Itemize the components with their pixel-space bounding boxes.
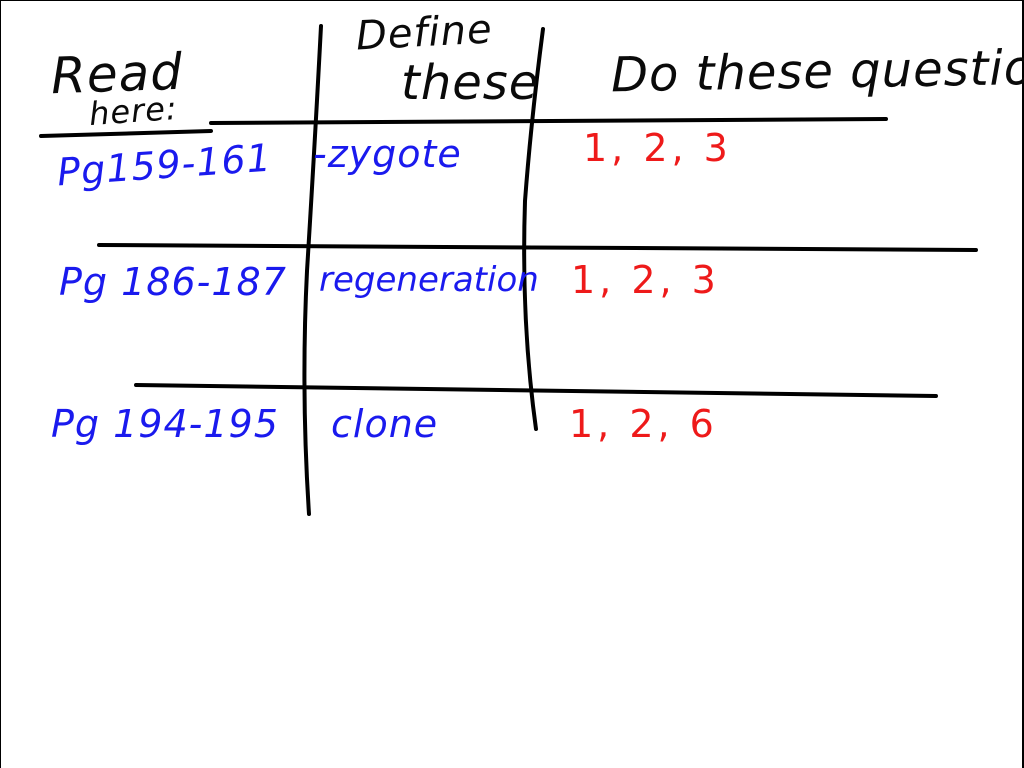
- row-1-term: -zygote: [313, 132, 462, 176]
- header-do-questions-label: Do these questions:: [610, 38, 1024, 104]
- header-these-label: these: [401, 55, 540, 111]
- row-2-term: regeneration: [319, 260, 539, 300]
- row-3-pages: Pg 194-195: [51, 402, 279, 446]
- row-separator-2: [134, 383, 938, 398]
- column-divider-1: [302, 24, 323, 516]
- header-define-label: Define: [354, 6, 494, 60]
- row-3-term: clone: [331, 402, 439, 446]
- header-underline: [39, 117, 888, 138]
- column-divider-2: [522, 27, 545, 431]
- row-3-questions: 1, 2, 6: [569, 402, 718, 446]
- canvas-right-edge: [1022, 1, 1024, 768]
- row-2-questions: 1, 2, 3: [571, 258, 720, 302]
- header-here-label: here:: [87, 88, 179, 134]
- row-2-pages: Pg 186-187: [59, 260, 287, 304]
- row-1-questions: 1, 2, 3: [583, 126, 732, 170]
- row-separator-1: [97, 243, 978, 252]
